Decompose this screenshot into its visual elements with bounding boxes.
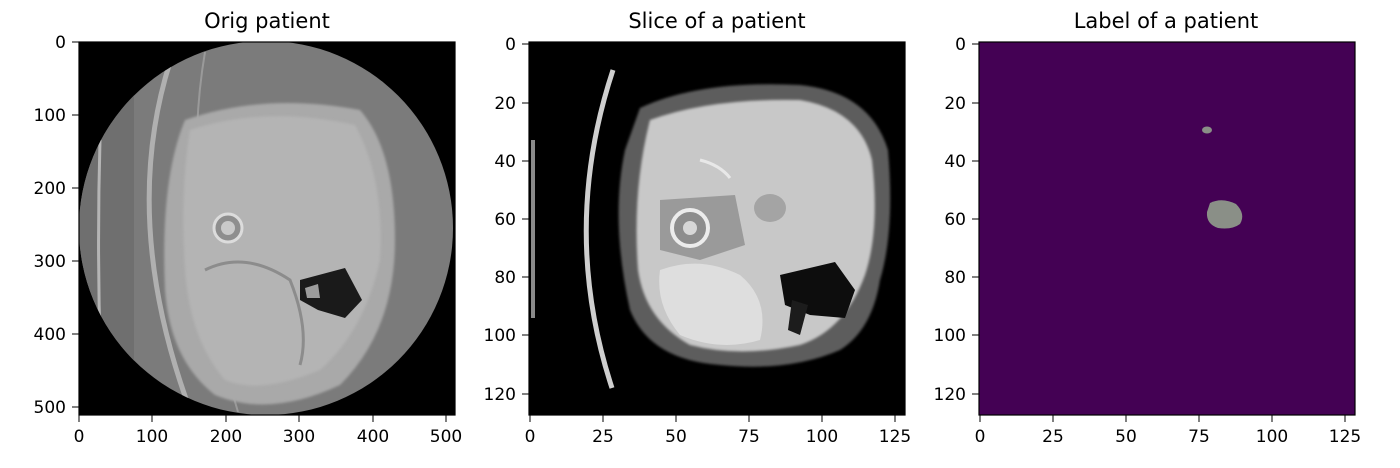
panel-1-y-tick: 300	[34, 252, 66, 272]
panel-2-y-tick: 100	[484, 326, 516, 346]
panel-3-title: Label of a patient	[1074, 9, 1259, 33]
panel-1-y-tick: 0	[55, 33, 66, 53]
panel-3-y-tick: 40	[944, 152, 966, 172]
panel-2-x-tick: 25	[592, 427, 614, 447]
panel-2-y-tick: 120	[484, 385, 516, 405]
panel-3-x-tick: 0	[975, 427, 986, 447]
panel-3-y-tick: 100	[934, 326, 966, 346]
panel-3-x-tick: 25	[1042, 427, 1064, 447]
panel-3-x-tick: 100	[1256, 427, 1288, 447]
panel-slice-patient: Slice of a patient 0 20	[484, 9, 912, 447]
panel-3-y-tick: 60	[944, 210, 966, 230]
panel-3-x-axis: 0 25 50 75 100 125	[975, 415, 1361, 447]
panel-1-y-tick: 400	[34, 325, 66, 345]
panel-1-y-axis: 0 100 200 300 400 500	[34, 33, 79, 418]
panel-2-x-tick: 75	[738, 427, 760, 447]
panel-2-x-tick: 125	[879, 427, 911, 447]
orig-ct-image	[79, 42, 455, 415]
panel-3-x-tick: 75	[1188, 427, 1210, 447]
panel-2-x-tick: 50	[665, 427, 687, 447]
panel-1-x-tick: 300	[283, 427, 315, 447]
panel-1-y-tick: 100	[34, 106, 66, 126]
panel-1-x-tick: 500	[430, 427, 462, 447]
panel-1-x-tick: 400	[357, 427, 389, 447]
panel-2-x-tick: 100	[806, 427, 838, 447]
panel-2-y-tick: 40	[494, 152, 516, 172]
panel-2-y-tick: 20	[494, 94, 516, 114]
slice-ct-image	[529, 42, 905, 415]
panel-3-y-tick: 80	[944, 268, 966, 288]
panel-1-x-tick: 100	[136, 427, 168, 447]
panel-3-y-tick: 0	[955, 35, 966, 55]
panel-2-x-tick: 0	[525, 427, 536, 447]
panel-1-x-axis: 0 100 200 300 400 500	[74, 415, 462, 447]
panel-3-y-tick: 120	[934, 385, 966, 405]
panel-1-y-tick: 200	[34, 179, 66, 199]
panel-2-y-axis: 0 20 40 60 80 100 120	[484, 35, 529, 405]
panel-3-x-tick: 125	[1329, 427, 1361, 447]
panel-3-y-axis: 0 20 40 60 80 100 120	[934, 35, 979, 405]
panel-3-y-tick: 20	[944, 94, 966, 114]
panel-1-x-tick: 200	[210, 427, 242, 447]
panel-1-y-tick: 500	[34, 398, 66, 418]
panel-3-x-tick: 50	[1115, 427, 1137, 447]
panel-2-title: Slice of a patient	[628, 9, 805, 33]
panel-orig-patient: Orig patient	[34, 9, 463, 447]
panel-2-x-axis: 0 25 50 75 100 125	[525, 415, 911, 447]
panel-2-y-tick: 80	[494, 268, 516, 288]
panel-2-y-tick: 0	[505, 35, 516, 55]
panel-1-x-tick: 0	[74, 427, 85, 447]
panel-2-y-tick: 60	[494, 210, 516, 230]
panel-label-patient: Label of a patient 0 20 40 60 80 100 120	[934, 9, 1362, 447]
label-mask-image	[979, 42, 1355, 415]
panel-1-title: Orig patient	[204, 9, 330, 33]
